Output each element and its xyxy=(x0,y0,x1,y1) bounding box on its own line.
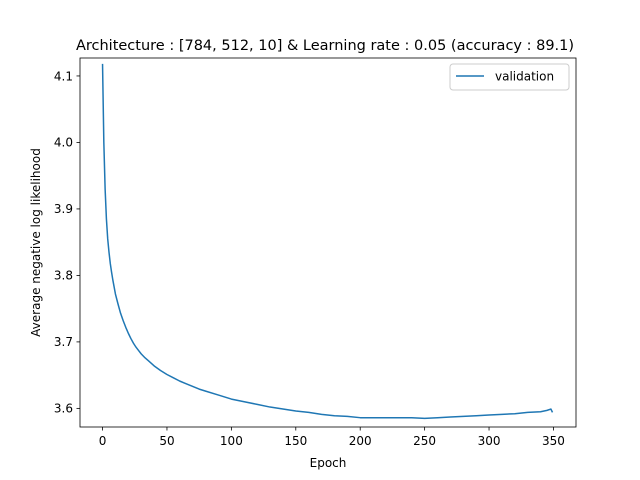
legend-box xyxy=(449,63,570,91)
legend: validation xyxy=(449,63,570,91)
series-line-validation xyxy=(101,63,554,420)
x-tick-label: 350 xyxy=(542,434,565,448)
legend-label-validation: validation xyxy=(495,70,554,84)
y-tick-label: 3.9 xyxy=(54,202,73,216)
x-tick-label: 50 xyxy=(159,434,174,448)
y-tick-label: 3.8 xyxy=(54,269,73,283)
x-axis-label: Epoch xyxy=(310,456,347,470)
y-axis: 3.6 3.7 3.8 3.9 4.0 4.1 xyxy=(54,69,80,416)
y-tick-label: 3.6 xyxy=(54,402,73,416)
x-tick-label: 150 xyxy=(284,434,307,448)
x-tick-label: 250 xyxy=(413,434,436,448)
plot-frame xyxy=(79,57,577,428)
y-axis-label: Average negative log likelihood xyxy=(29,148,43,337)
x-tick-label: 300 xyxy=(478,434,501,448)
x-tick-label: 0 xyxy=(99,434,107,448)
x-tick-label: 100 xyxy=(220,434,243,448)
y-tick-label: 4.0 xyxy=(54,136,73,150)
chart-title: Architecture : [784, 512, 10] & Learning… xyxy=(76,38,574,54)
y-tick-label: 3.7 xyxy=(54,335,73,349)
plot-area xyxy=(101,63,554,420)
x-axis: 0 50 100 150 200 250 300 350 xyxy=(99,427,565,448)
y-tick-label: 4.1 xyxy=(54,69,73,83)
x-tick-label: 200 xyxy=(349,434,372,448)
